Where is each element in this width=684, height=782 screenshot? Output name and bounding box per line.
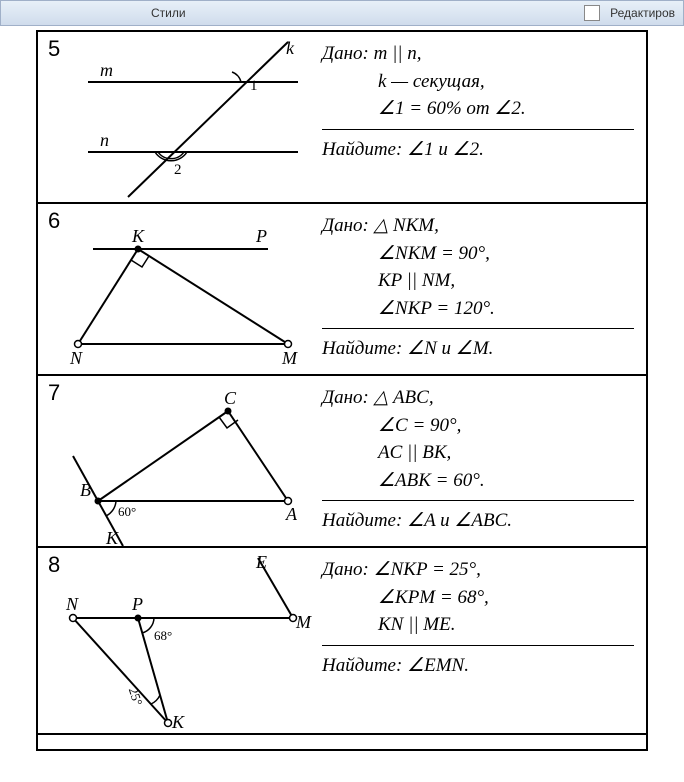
svg-text:K: K	[105, 528, 119, 548]
svg-text:K: K	[171, 712, 185, 732]
diagram-7: C B A K 60°	[38, 376, 318, 546]
svg-text:M: M	[295, 612, 312, 632]
ribbon-toolbar: Стили Редактиров	[0, 0, 684, 26]
diagram-5: m n k 1 2	[38, 32, 318, 202]
find-label: Найдите:	[322, 139, 402, 160]
divider	[322, 500, 634, 501]
editing-group-label: Редактиров	[610, 6, 675, 20]
given-label: Дано:	[322, 43, 369, 64]
svg-text:1: 1	[250, 78, 258, 94]
svg-text:P: P	[131, 594, 143, 614]
find-label: Найдите:	[322, 510, 402, 531]
svg-text:N: N	[65, 594, 79, 614]
svg-text:E: E	[255, 552, 267, 572]
diagram-8: N P M E K 68° 25°	[38, 548, 318, 733]
given-label: Дано:	[322, 215, 369, 236]
svg-text:n: n	[100, 130, 109, 150]
svg-text:A: A	[285, 504, 298, 524]
divider	[322, 328, 634, 329]
svg-text:60°: 60°	[118, 504, 136, 519]
diagram-6: K P N M	[38, 204, 318, 374]
problem-8: 8 N P M E K 68° 25°	[36, 546, 648, 733]
divider	[322, 645, 634, 646]
problem-5: 5 m n k 1 2 Дано: m || n, k — секущая, ∠…	[36, 30, 648, 202]
given-label: Дано:	[322, 387, 369, 408]
problem-text: Дано: m || n, k — секущая, ∠1 = 60% от ∠…	[318, 32, 646, 202]
svg-text:N: N	[69, 348, 83, 368]
worksheet-page: 5 m n k 1 2 Дано: m || n, k — секущая, ∠…	[0, 26, 684, 751]
styles-group-label: Стили	[151, 6, 186, 20]
divider	[322, 129, 634, 130]
svg-text:P: P	[255, 226, 267, 246]
find-label: Найдите:	[322, 338, 402, 359]
svg-text:m: m	[100, 60, 113, 80]
problem-text: Дано: ∠NKP = 25°, ∠KPM = 68°, KN || ME. …	[318, 548, 646, 733]
given-label: Дано:	[322, 559, 369, 580]
problem-next	[36, 733, 648, 751]
svg-text:25°: 25°	[126, 685, 146, 707]
dropdown-icon[interactable]	[584, 5, 600, 21]
svg-text:K: K	[131, 226, 145, 246]
problem-text: Дано: △ ABC, ∠C = 90°, AC || BK, ∠ABK = …	[318, 376, 646, 546]
svg-text:2: 2	[174, 162, 182, 178]
svg-text:68°: 68°	[154, 628, 172, 643]
svg-text:B: B	[80, 480, 91, 500]
find-label: Найдите:	[322, 655, 402, 676]
problem-7: 7 C B A K 60° Дано: △ ABC, ∠C = 90°,	[36, 374, 648, 546]
problem-6: 6 K P N M Дано: △ NKM, ∠NKM = 90°, KP ||…	[36, 202, 648, 374]
svg-text:C: C	[224, 388, 237, 408]
svg-text:k: k	[286, 38, 295, 58]
svg-text:M: M	[281, 348, 298, 368]
problem-text: Дано: △ NKM, ∠NKM = 90°, KP || NM, ∠NKP …	[318, 204, 646, 374]
